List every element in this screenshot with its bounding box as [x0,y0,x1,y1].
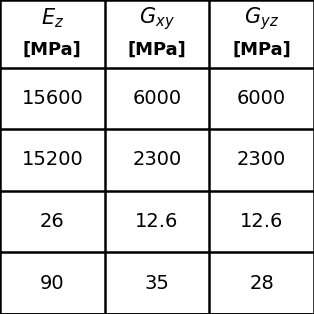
Text: [MPa]: [MPa] [127,40,186,58]
Text: $\boldsymbol{\mathit{E}}_z$: $\boldsymbol{\mathit{E}}_z$ [41,6,64,30]
Text: 12.6: 12.6 [240,212,283,231]
Text: 12.6: 12.6 [135,212,179,231]
Text: 28: 28 [249,274,274,293]
Text: $\boldsymbol{\mathit{G}}_{yz}$: $\boldsymbol{\mathit{G}}_{yz}$ [244,5,279,32]
Text: 90: 90 [40,274,65,293]
Text: 15600: 15600 [21,89,83,108]
Text: 35: 35 [144,274,169,293]
Text: [MPa]: [MPa] [232,40,291,58]
Text: 2300: 2300 [132,150,181,170]
Text: 6000: 6000 [237,89,286,108]
Text: 15200: 15200 [21,150,83,170]
Text: [MPa]: [MPa] [23,40,82,58]
Text: 26: 26 [40,212,65,231]
Text: 6000: 6000 [132,89,181,108]
Text: $\boldsymbol{\mathit{G}}_{xy}$: $\boldsymbol{\mathit{G}}_{xy}$ [139,5,175,32]
Text: 2300: 2300 [237,150,286,170]
